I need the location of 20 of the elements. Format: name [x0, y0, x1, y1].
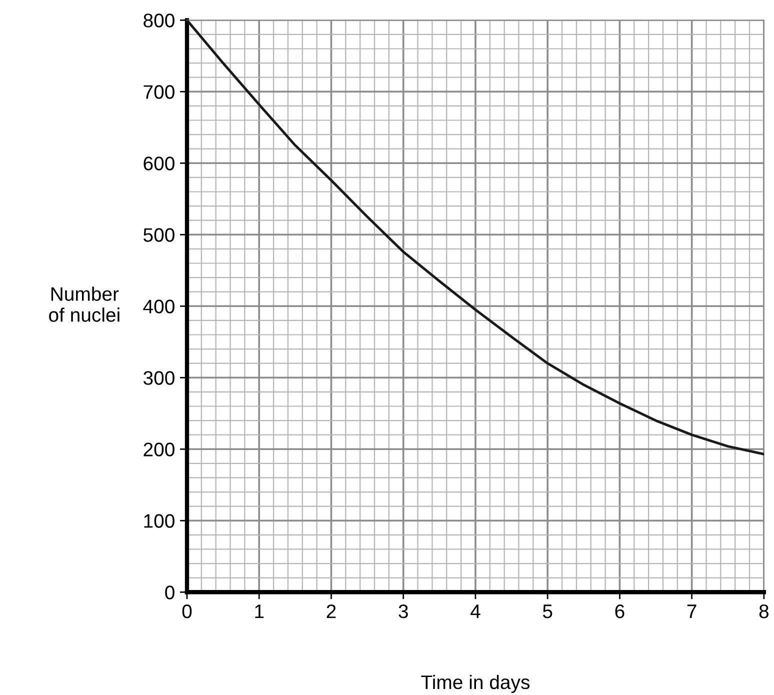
- y-tick-label: 800: [144, 14, 174, 28]
- x-tick-label: 5: [542, 604, 552, 618]
- x-tick-label: 3: [398, 604, 408, 618]
- y-tick-label: 500: [144, 228, 174, 242]
- y-tick-label: 300: [143, 371, 174, 385]
- x-tick-label: 7: [687, 604, 696, 618]
- x-tick-label: 2: [326, 604, 336, 618]
- y-tick-label: 400: [143, 300, 174, 314]
- y-tick-label: 700: [144, 85, 174, 99]
- x-tick-label: 1: [255, 604, 264, 618]
- y-tick-label: 600: [144, 156, 174, 170]
- x-tick-label: 8: [759, 604, 768, 618]
- y-tick-label: 0: [165, 586, 174, 600]
- y-axis-title: Number of nuclei: [49, 286, 120, 322]
- x-tick-label: 4: [470, 604, 480, 618]
- x-tick-label: 6: [615, 604, 624, 618]
- y-tick-label: 100: [144, 514, 174, 528]
- x-axis-title: Time in days: [421, 674, 530, 693]
- x-tick-label: 0: [182, 604, 192, 618]
- y-tick-label: 200: [144, 442, 174, 456]
